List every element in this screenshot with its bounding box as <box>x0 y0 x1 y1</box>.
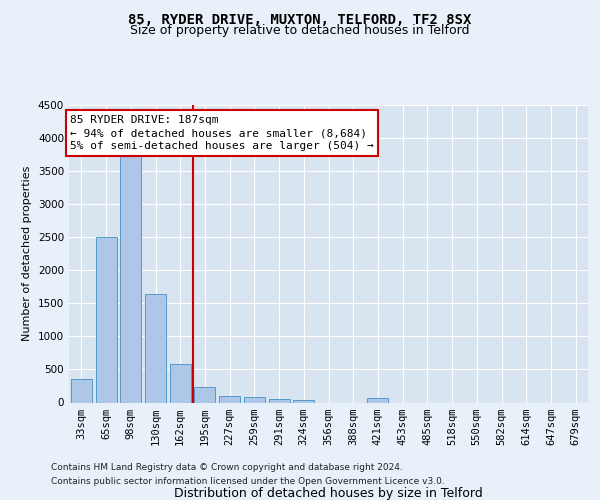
Y-axis label: Number of detached properties: Number of detached properties <box>22 166 32 342</box>
Bar <box>71 378 92 402</box>
Bar <box>244 397 265 402</box>
Bar <box>367 398 388 402</box>
X-axis label: Distribution of detached houses by size in Telford: Distribution of detached houses by size … <box>174 486 483 500</box>
Text: Contains HM Land Registry data © Crown copyright and database right 2024.: Contains HM Land Registry data © Crown c… <box>51 464 403 472</box>
Text: Size of property relative to detached houses in Telford: Size of property relative to detached ho… <box>130 24 470 37</box>
Bar <box>145 294 166 403</box>
Text: 85 RYDER DRIVE: 187sqm
← 94% of detached houses are smaller (8,684)
5% of semi-d: 85 RYDER DRIVE: 187sqm ← 94% of detached… <box>70 115 374 152</box>
Bar <box>269 399 290 402</box>
Text: 85, RYDER DRIVE, MUXTON, TELFORD, TF2 8SX: 85, RYDER DRIVE, MUXTON, TELFORD, TF2 8S… <box>128 12 472 26</box>
Bar <box>194 388 215 402</box>
Bar <box>219 396 240 402</box>
Bar <box>120 154 141 402</box>
Bar <box>170 364 191 403</box>
Bar <box>95 237 116 402</box>
Bar <box>293 400 314 402</box>
Text: Contains public sector information licensed under the Open Government Licence v3: Contains public sector information licen… <box>51 477 445 486</box>
